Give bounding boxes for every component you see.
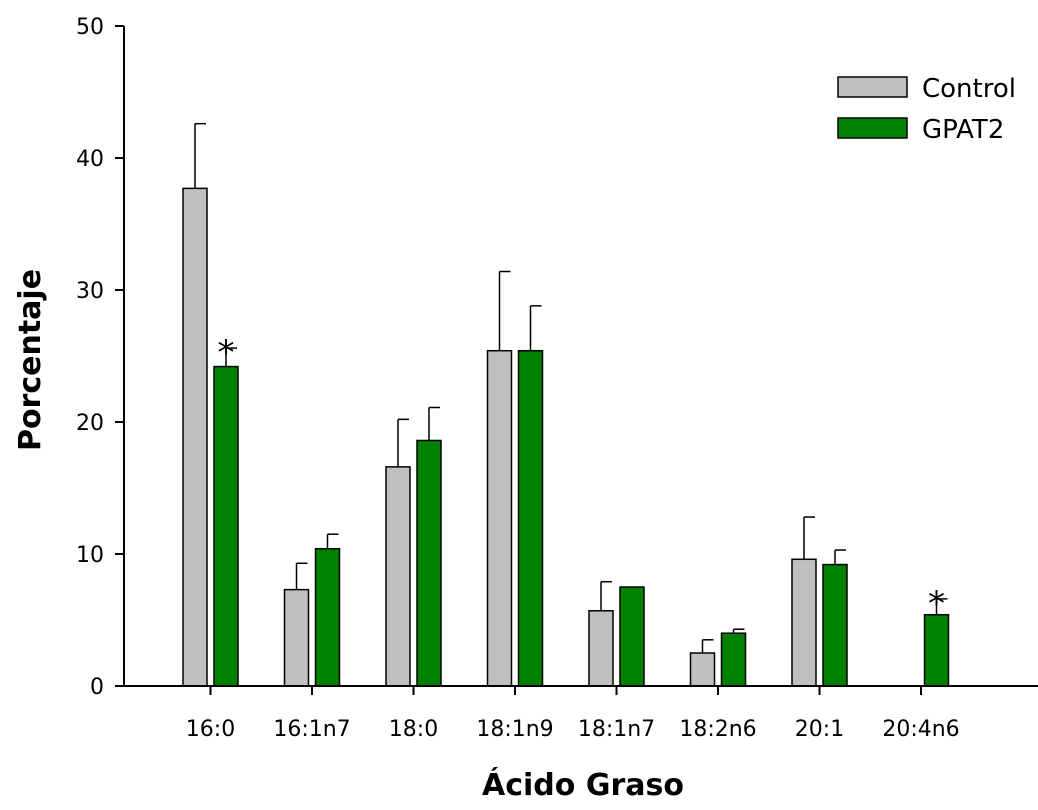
bar-control-18-1n9: [486, 349, 513, 687]
legend-swatch-gpat2: [837, 117, 908, 139]
x-tick-label: 16:1n7: [273, 717, 350, 742]
bar-gpat2-20-4n6: [923, 613, 950, 687]
legend: Control GPAT2: [837, 74, 1016, 145]
bar-gpat2-18-2n6: [720, 632, 747, 687]
x-tick-label: 18:0: [389, 717, 438, 742]
y-tick-label: 30: [76, 279, 104, 304]
y-tick-label: 10: [76, 543, 104, 568]
bar-gpat2-18-1n7: [619, 586, 645, 687]
x-axis-title: Ácido Graso: [482, 767, 684, 803]
bars-layer: **: [182, 122, 950, 687]
axes-layer: [123, 26, 1038, 687]
legend-label-gpat2: GPAT2: [922, 115, 1004, 145]
x-tick-label: 18:1n9: [476, 717, 553, 742]
legend-label-control: Control: [922, 74, 1016, 104]
y-axis-title: Porcentaje: [13, 269, 48, 451]
x-tick-labels: 16:0 16:1n7 18:0 18:1n9 18:1n7 18:2n6 20:1 20:4…: [186, 686, 960, 742]
y-tick-label: 0: [90, 675, 104, 700]
bar-control-18-0: [385, 466, 411, 687]
x-tick-label: 18:1n7: [578, 717, 655, 742]
significance-marker: *: [218, 333, 235, 373]
x-tick-label: 18:2n6: [679, 717, 756, 742]
bar-gpat2-16-1n7: [314, 547, 341, 687]
bar-control-16-0: [182, 187, 208, 687]
bar-gpat2-20-1: [822, 563, 848, 687]
y-tick-label: 20: [76, 411, 104, 436]
legend-swatch-control: [837, 76, 908, 98]
bar-gpat2-18-0: [416, 439, 442, 687]
y-ticks: 0 10 20 30 40 50: [76, 15, 124, 700]
bar-gpat2-18-1n9: [517, 349, 544, 687]
x-tick-label: 16:0: [186, 717, 235, 742]
bar-control-18-1n7: [588, 610, 614, 687]
bar-gpat2-16-0: [213, 365, 239, 687]
y-tick-label: 40: [76, 147, 104, 172]
bar-control-16-1n7: [283, 588, 310, 687]
bar-control-18-2n6: [689, 652, 716, 687]
x-tick-label: 20:4n6: [882, 717, 959, 742]
significance-marker: *: [928, 584, 945, 624]
x-tick-label: 20:1: [795, 717, 844, 742]
y-tick-label: 50: [76, 15, 104, 40]
bar-control-20-1: [791, 558, 817, 687]
